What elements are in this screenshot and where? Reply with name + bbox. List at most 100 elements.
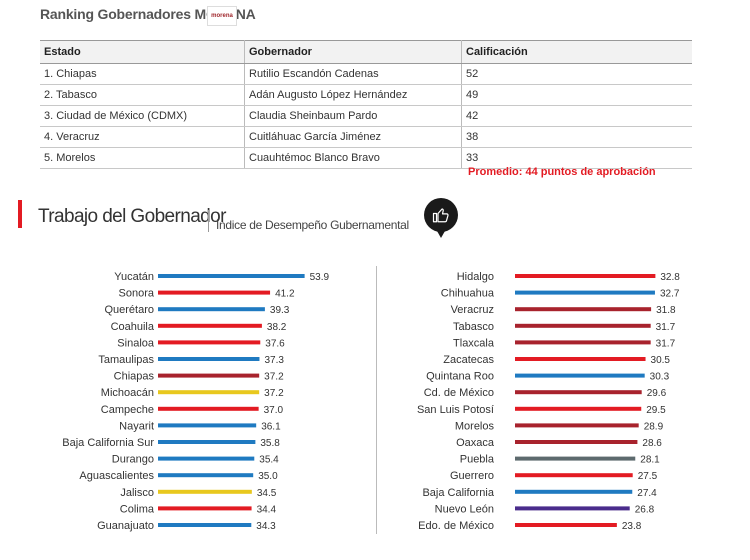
bar [158, 406, 259, 411]
cell-estado: 4. Veracruz [40, 126, 245, 148]
category-label: Nayarit [119, 420, 154, 432]
value-label: 28.9 [644, 421, 664, 432]
category-label: Puebla [460, 454, 495, 466]
category-label: Tabasco [453, 321, 494, 333]
value-label: 30.5 [651, 355, 671, 366]
section-subtitle: Índice de Desempeño Gubernamental [216, 218, 409, 232]
value-label: 31.8 [656, 305, 676, 316]
value-label: 30.3 [650, 372, 670, 383]
cell-calificacion: 49 [461, 84, 692, 106]
value-label: 53.9 [310, 272, 330, 283]
page-title: Ranking Gobernadores MORENA [40, 6, 256, 22]
cell-gobernador: Rutilio Escandón Cadenas [244, 63, 462, 85]
promedio-note: Promedio: 44 puntos de aprobación [468, 166, 656, 178]
value-label: 36.1 [261, 421, 281, 432]
value-label: 31.7 [656, 322, 676, 333]
value-label: 35.8 [260, 438, 280, 449]
cell-calificacion: 33 [461, 147, 692, 169]
value-label: 41.2 [275, 289, 295, 300]
value-label: 37.2 [264, 388, 284, 399]
category-label: Sonora [119, 288, 155, 300]
category-label: Edo. de México [418, 520, 494, 532]
category-label: Guerrero [450, 470, 494, 482]
section-accent-mark [18, 200, 22, 228]
bar [515, 406, 642, 411]
category-label: Jalisco [120, 487, 154, 499]
value-label: 37.2 [264, 372, 284, 383]
category-label: Oaxaca [456, 437, 495, 449]
value-label: 29.6 [647, 388, 667, 399]
thumbs-up-badge [424, 198, 458, 238]
bar-panel-1: Yucatán 53.9 Sonora 41.2 Querétaro 39.3 Coahui… [62, 271, 329, 532]
value-label: 37.6 [265, 338, 285, 349]
category-label: Guanajuato [97, 520, 154, 532]
category-label: Chihuahua [441, 288, 495, 300]
cell-calificacion: 42 [461, 105, 692, 127]
category-label: San Luis Potosí [417, 404, 494, 416]
value-label: 37.0 [264, 405, 284, 416]
cell-calificacion: 52 [461, 63, 692, 85]
table-row: 3. Ciudad de México (CDMX) Claudia Shein… [40, 105, 692, 127]
category-label: Sinaloa [117, 337, 155, 349]
bar [515, 357, 646, 361]
value-label: 34.5 [257, 488, 277, 499]
bar [515, 323, 651, 328]
value-label: 32.7 [660, 289, 680, 300]
bar [158, 473, 254, 478]
bar [515, 274, 656, 278]
bar [158, 340, 261, 345]
cell-gobernador: Cuitláhuac García Jiménez [244, 126, 462, 148]
bar [515, 440, 638, 444]
cell-estado: 2. Tabasco [40, 84, 245, 106]
table-row: 1. Chiapas Rutilio Escandón Cadenas 52 [40, 63, 692, 85]
bar [158, 456, 255, 461]
bar [515, 456, 636, 461]
table-row: 5. Morelos Cuauhtémoc Blanco Bravo 33 [40, 147, 692, 169]
value-label: 34.3 [256, 521, 276, 532]
bar [158, 307, 265, 312]
cell-estado: 3. Ciudad de México (CDMX) [40, 105, 245, 127]
bar [158, 357, 260, 361]
bar [158, 290, 271, 295]
bar [158, 390, 260, 395]
category-label: Nuevo León [435, 503, 494, 515]
cell-calificacion: 38 [461, 126, 692, 148]
category-label: Baja California [422, 487, 494, 499]
category-label: Campeche [101, 404, 154, 416]
bar [515, 473, 633, 478]
category-label: Durango [112, 454, 154, 466]
value-label: 29.5 [646, 405, 666, 416]
bar [158, 506, 252, 511]
chart-column-divider [376, 266, 377, 534]
value-label: 39.3 [270, 305, 290, 316]
column-header-calificacion: Calificación [461, 40, 692, 64]
bar [515, 290, 655, 295]
value-label: 27.5 [638, 471, 658, 482]
bar [515, 506, 630, 511]
category-label: Cd. de México [424, 387, 494, 399]
bar [515, 307, 652, 312]
table-header-row: Estado Gobernador Calificación [40, 40, 692, 64]
bar [158, 323, 262, 328]
cell-gobernador: Cuauhtémoc Blanco Bravo [244, 147, 462, 169]
cell-gobernador: Adán Augusto López Hernández [244, 84, 462, 106]
category-label: Baja California Sur [62, 437, 154, 449]
category-label: Coahuila [111, 321, 155, 333]
category-label: Yucatán [114, 271, 154, 283]
category-label: Tlaxcala [453, 337, 495, 349]
thumbs-up-icon [432, 208, 449, 223]
value-label: 27.4 [637, 488, 657, 499]
section-title: Trabajo del Gobernador [38, 206, 226, 227]
value-label: 38.2 [267, 322, 287, 333]
table-row: 4. Veracruz Cuitláhuac García Jiménez 38 [40, 126, 692, 148]
bar [515, 423, 639, 428]
bar [515, 489, 633, 494]
category-label: Querétaro [104, 304, 154, 316]
value-label: 28.1 [640, 455, 660, 466]
bar [158, 440, 256, 444]
cell-estado: 5. Morelos [40, 147, 245, 169]
bar [158, 274, 305, 278]
morena-logo: morena [207, 6, 237, 26]
bar [515, 523, 617, 527]
category-label: Morelos [455, 420, 495, 432]
